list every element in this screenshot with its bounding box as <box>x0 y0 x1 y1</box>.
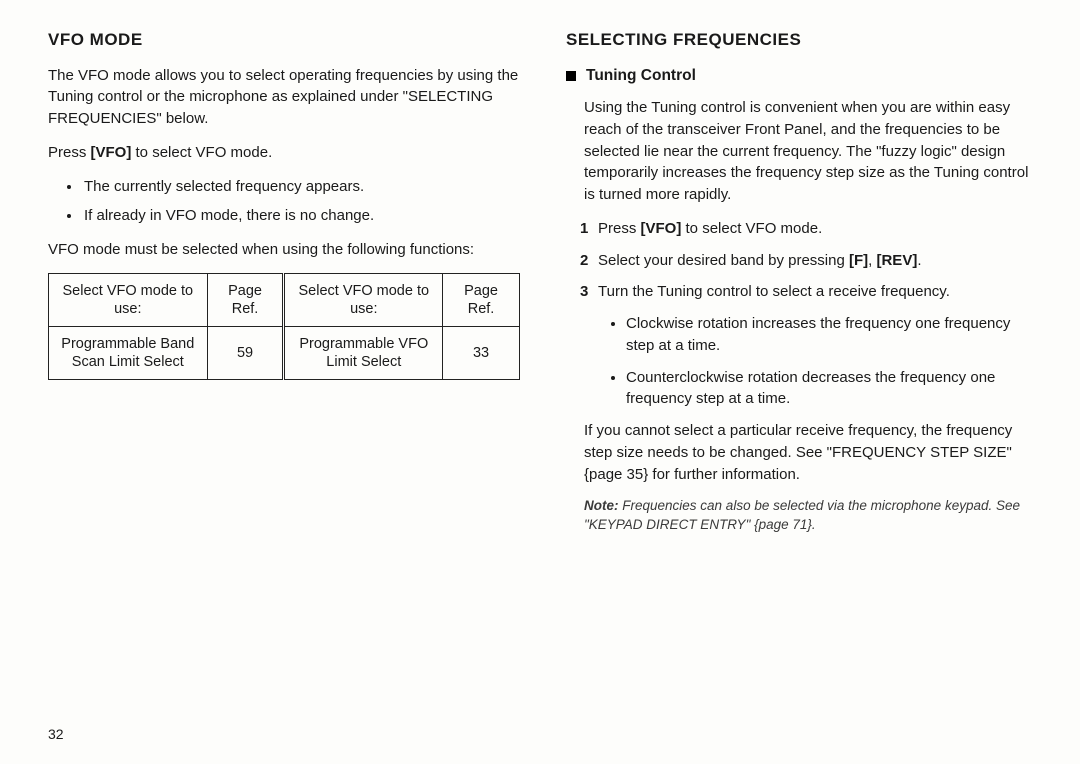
step-item: 1 Press [VFO] to select VFO mode. <box>582 218 1038 240</box>
closing-paragraph: If you cannot select a particular receiv… <box>584 420 1038 485</box>
selecting-freq-heading: SELECTING FREQUENCIES <box>566 28 1038 53</box>
td: 59 <box>207 327 284 380</box>
list-item: If already in VFO mode, there is no chan… <box>82 205 520 227</box>
right-column: SELECTING FREQUENCIES Tuning Control Usi… <box>566 28 1038 716</box>
rotation-bullets: Clockwise rotation increases the frequen… <box>626 313 1038 410</box>
th: Select VFO mode to use: <box>49 273 208 326</box>
td: Programmable Band Scan Limit Select <box>49 327 208 380</box>
table-header-row: Select VFO mode to use: Page Ref. Select… <box>49 273 520 326</box>
vfo-reference-table: Select VFO mode to use: Page Ref. Select… <box>48 273 520 381</box>
text: . <box>917 252 921 269</box>
f-key: [F] <box>849 252 868 269</box>
text: to select VFO mode. <box>681 220 822 237</box>
th: Page Ref. <box>443 273 520 326</box>
vfo-bullets: The currently selected frequency appears… <box>82 176 520 228</box>
subheading-text: Tuning Control <box>586 65 696 87</box>
list-item: Counterclockwise rotation decreases the … <box>626 367 1038 411</box>
tuning-steps: 1 Press [VFO] to select VFO mode. 2 Sele… <box>582 218 1038 410</box>
note-label: Note: <box>584 498 619 513</box>
text: to select VFO mode. <box>131 144 272 161</box>
vfo-key: [VFO] <box>641 220 682 237</box>
list-item: The currently selected frequency appears… <box>82 176 520 198</box>
step-number: 2 <box>580 250 588 272</box>
th: Page Ref. <box>207 273 284 326</box>
note: Note: Frequencies can also be selected v… <box>584 497 1038 533</box>
text: Press <box>598 220 641 237</box>
vfo-press-line: Press [VFO] to select VFO mode. <box>48 142 520 164</box>
text: Press <box>48 144 91 161</box>
text: Select your desired band by pressing <box>598 252 849 269</box>
td: Programmable VFO Limit Select <box>284 327 443 380</box>
rev-key: [REV] <box>876 252 917 269</box>
tuning-intro: Using the Tuning control is convenient w… <box>584 97 1038 206</box>
list-item: Clockwise rotation increases the frequen… <box>626 313 1038 357</box>
step-number: 1 <box>580 218 588 240</box>
vfo-key: [VFO] <box>91 144 132 161</box>
left-column: VFO MODE The VFO mode allows you to sele… <box>48 28 520 716</box>
step-item: 3 Turn the Tuning control to select a re… <box>582 281 1038 410</box>
table-row: Programmable Band Scan Limit Select 59 P… <box>49 327 520 380</box>
vfo-mode-heading: VFO MODE <box>48 28 520 53</box>
manual-page: VFO MODE The VFO mode allows you to sele… <box>48 28 1038 716</box>
page-number: 32 <box>48 716 1038 744</box>
step-item: 2 Select your desired band by pressing [… <box>582 250 1038 272</box>
td: 33 <box>443 327 520 380</box>
vfo-intro: The VFO mode allows you to select operat… <box>48 65 520 130</box>
step-number: 3 <box>580 281 588 303</box>
note-text: Frequencies can also be selected via the… <box>584 498 1020 531</box>
tuning-control-subheading: Tuning Control <box>566 65 1038 87</box>
vfo-must: VFO mode must be selected when using the… <box>48 239 520 261</box>
square-bullet-icon <box>566 71 576 81</box>
th: Select VFO mode to use: <box>284 273 443 326</box>
text: Turn the Tuning control to select a rece… <box>598 283 950 300</box>
